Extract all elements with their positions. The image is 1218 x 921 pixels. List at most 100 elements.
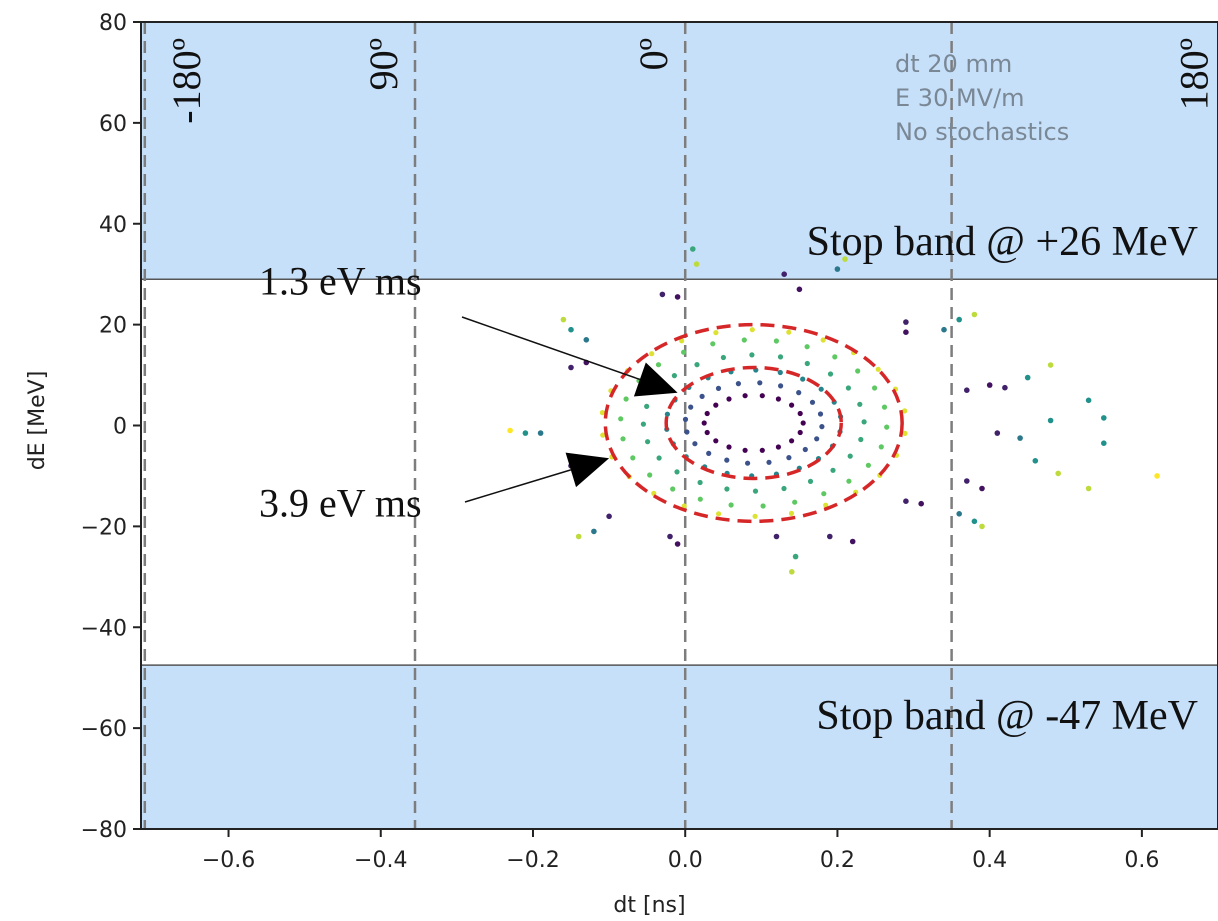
y-tick-label: −20 bbox=[81, 515, 127, 540]
scatter-point bbox=[777, 369, 783, 376]
phase-lines bbox=[143, 22, 953, 829]
scatter-point bbox=[682, 416, 689, 422]
contour-annotation: 3.9 eV ms bbox=[259, 480, 422, 525]
scatter-point bbox=[865, 462, 872, 468]
scatter-point bbox=[884, 424, 890, 430]
y-tick-label: 0 bbox=[113, 415, 127, 440]
contour-inner bbox=[664, 365, 843, 481]
y-axis-label: dE [MeV] bbox=[25, 371, 50, 471]
scatter-point bbox=[849, 538, 856, 545]
scatter-point bbox=[715, 385, 722, 391]
scatter-point bbox=[875, 366, 881, 372]
scatter-point bbox=[1047, 362, 1054, 368]
scatter-point bbox=[903, 319, 909, 325]
scatter-point bbox=[522, 430, 529, 436]
scatter-point bbox=[994, 430, 1001, 436]
scatter-point bbox=[1055, 470, 1061, 477]
x-tick-label: −0.6 bbox=[202, 848, 255, 873]
scatter-point bbox=[681, 503, 687, 509]
y-tick-label: −60 bbox=[81, 717, 127, 742]
scatter-point bbox=[775, 444, 782, 450]
scatter-point bbox=[726, 396, 732, 402]
scatter-point bbox=[807, 478, 814, 484]
scatter-point bbox=[1101, 440, 1107, 447]
scatter-point bbox=[971, 518, 978, 525]
scatter-point bbox=[681, 349, 687, 355]
scatter-point bbox=[701, 420, 707, 426]
emittance-contours bbox=[603, 322, 904, 524]
stop-band-upper bbox=[141, 22, 1218, 280]
scatter-point bbox=[834, 266, 841, 272]
annotation-arrowhead bbox=[565, 452, 610, 488]
scatter-point bbox=[796, 390, 802, 396]
x-tick-label: 0.4 bbox=[972, 848, 1007, 873]
scatter-point bbox=[1085, 485, 1092, 492]
scatter-point bbox=[656, 455, 662, 461]
scatter-point bbox=[809, 399, 816, 405]
scatter-point bbox=[796, 286, 803, 293]
scatter-point bbox=[749, 352, 755, 358]
scatter-point bbox=[674, 469, 680, 475]
scatter-point bbox=[902, 408, 908, 414]
scatter-point bbox=[775, 396, 782, 402]
scatter-point bbox=[692, 441, 698, 447]
y-tick-label: 40 bbox=[99, 213, 127, 238]
scatter-point bbox=[1032, 458, 1039, 464]
scatter-point bbox=[713, 330, 719, 336]
scatter-point bbox=[674, 541, 681, 547]
scatter-point bbox=[789, 402, 795, 408]
phase-label: -180º bbox=[164, 38, 209, 124]
scatter-point bbox=[857, 401, 863, 407]
annotation-arrow-line bbox=[461, 316, 641, 381]
scatter-point bbox=[821, 491, 827, 497]
scatter-point bbox=[674, 294, 681, 300]
phase-label: 180º bbox=[1172, 38, 1217, 110]
scatter-point bbox=[792, 553, 799, 560]
scatter-point bbox=[789, 569, 795, 575]
scatter-point bbox=[902, 430, 908, 436]
scatter-point bbox=[855, 368, 861, 374]
y-tick-label: 20 bbox=[99, 314, 127, 339]
scatter-point bbox=[667, 533, 673, 540]
scatter-point bbox=[847, 453, 853, 459]
scatter-point bbox=[881, 404, 888, 410]
phase-label: 0º bbox=[631, 38, 676, 70]
scatter-point bbox=[694, 362, 700, 368]
scatter-point bbox=[818, 386, 824, 392]
scatter-point bbox=[797, 410, 803, 417]
scatter-point bbox=[786, 455, 792, 461]
scatter-point bbox=[800, 376, 806, 382]
scatter-points bbox=[507, 246, 1160, 575]
scatter-point bbox=[986, 382, 993, 388]
scatter-point bbox=[664, 411, 671, 417]
scatter-point bbox=[507, 427, 513, 434]
scatter-point bbox=[814, 436, 820, 442]
scatter-point bbox=[726, 444, 732, 450]
annotation-arrowhead bbox=[633, 362, 678, 397]
note-line: No stochastics bbox=[895, 118, 1069, 146]
scatter-point bbox=[742, 447, 748, 453]
scatter-point bbox=[759, 447, 765, 453]
scatter-point bbox=[704, 429, 710, 436]
scatter-point bbox=[568, 364, 574, 371]
contour-outer bbox=[603, 322, 904, 524]
scatter-point bbox=[804, 344, 810, 350]
scatter-point bbox=[1085, 397, 1092, 404]
scatter-point bbox=[802, 446, 808, 453]
x-tick-label: −0.2 bbox=[506, 848, 559, 873]
stop-band-label: Stop band @ -47 MeV bbox=[816, 693, 1198, 739]
x-tick-label: 0.6 bbox=[1124, 848, 1159, 873]
scatter-point bbox=[690, 246, 696, 252]
scatter-point bbox=[804, 360, 810, 367]
scatter-point bbox=[789, 438, 795, 444]
scatter-point bbox=[820, 337, 826, 343]
scatter-point bbox=[979, 485, 985, 492]
scatter-point bbox=[773, 338, 780, 344]
scatter-point bbox=[716, 511, 722, 517]
scatter-point bbox=[827, 533, 833, 540]
scatter-point bbox=[861, 419, 867, 425]
scatter-point bbox=[724, 486, 730, 492]
scatter-point bbox=[1017, 435, 1023, 441]
scatter-point bbox=[800, 420, 806, 426]
x-axis-label: dt [ns] bbox=[613, 893, 685, 918]
